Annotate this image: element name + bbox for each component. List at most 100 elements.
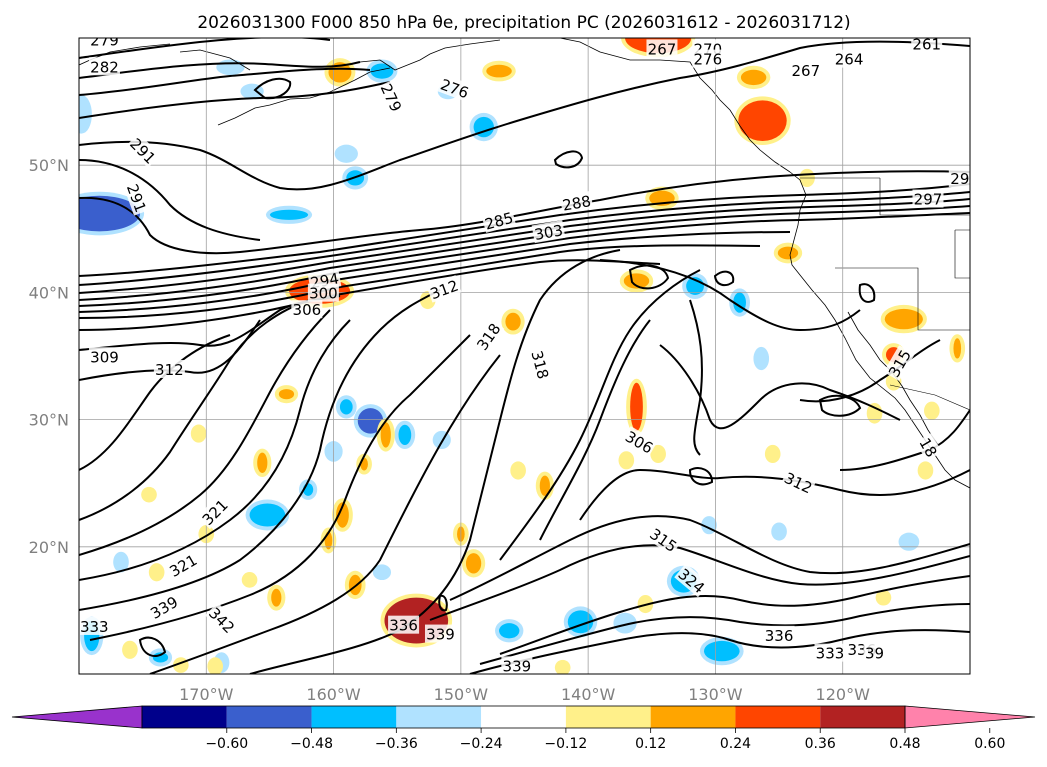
contour-line xyxy=(253,77,292,100)
contour-line xyxy=(429,544,970,621)
precip-cell xyxy=(79,195,141,232)
contour-label-mask xyxy=(883,345,915,382)
contour-line xyxy=(579,468,970,521)
precip-cell xyxy=(249,503,286,527)
contour-label: 333 xyxy=(79,616,110,636)
contour-label-mask xyxy=(471,318,505,355)
colorbar-segment xyxy=(820,706,905,728)
colorbar-segment xyxy=(396,706,482,728)
colorbar-tick-label: 0.48 xyxy=(889,736,920,752)
lon-tick-label: 120°W xyxy=(816,685,871,704)
lat-tick-label: 30°N xyxy=(29,411,69,430)
contour-label: 267 xyxy=(790,61,822,80)
contour-label: 336 xyxy=(388,615,420,635)
contour-label-mask xyxy=(437,74,473,102)
colorbar-tick-label: 0.12 xyxy=(635,736,666,752)
contour-line xyxy=(628,264,670,290)
contour-label-mask xyxy=(88,347,120,366)
contour-label-mask xyxy=(164,549,201,581)
contour-label-mask xyxy=(501,656,533,674)
precip-cell xyxy=(921,465,930,476)
contour-label-mask xyxy=(780,467,817,498)
contour-line xyxy=(249,249,621,674)
contour-label-text: 297 xyxy=(914,191,943,209)
contour-label-mask xyxy=(814,643,846,662)
precip-cell xyxy=(738,100,787,142)
contour-line xyxy=(79,244,761,319)
contour-label: 264 xyxy=(833,49,865,69)
contour-label-mask xyxy=(79,616,110,635)
contour-label: 276 xyxy=(692,49,724,69)
colorbar-segment xyxy=(226,706,312,728)
contour-label-mask xyxy=(291,300,323,319)
contour-label-mask xyxy=(88,38,120,49)
contour-line xyxy=(469,629,970,674)
contour-label: 339 xyxy=(424,624,456,644)
contour-label-mask xyxy=(915,433,943,462)
contour-line xyxy=(138,636,167,657)
contour-line xyxy=(79,170,970,255)
contour-line xyxy=(438,594,448,612)
colorbar-tick-label: −0.12 xyxy=(544,736,587,752)
contour-label: 303 xyxy=(531,220,566,244)
contour-line xyxy=(539,319,651,541)
lat-tick-label: 20°N xyxy=(29,538,69,557)
precip-cell xyxy=(338,148,354,159)
contour-label-mask xyxy=(204,602,240,638)
colorbar-segment xyxy=(481,706,566,728)
contour-label-mask xyxy=(531,220,566,244)
colorbar-segment xyxy=(735,706,821,728)
contour-label: 312 xyxy=(153,359,185,379)
precip-cell xyxy=(879,593,888,602)
precip-cell xyxy=(357,408,384,434)
colorbar-tick-label: 0.60 xyxy=(974,736,1005,752)
contour-line xyxy=(689,299,703,456)
contour-label: 39 xyxy=(863,643,886,663)
contour-line xyxy=(89,334,471,641)
colorbar-tick-label: 0.36 xyxy=(805,736,836,752)
contour-line xyxy=(149,354,501,674)
precip-cell xyxy=(539,475,550,496)
precip-cell xyxy=(775,526,783,537)
contour-label-mask xyxy=(307,283,339,302)
precip-cell xyxy=(380,422,391,448)
contour-line xyxy=(553,150,584,169)
state-borders xyxy=(800,177,970,411)
precip-cell xyxy=(740,69,767,86)
contour-label-mask xyxy=(426,275,462,303)
contour-label-text: 39 xyxy=(865,645,884,663)
contour-line xyxy=(79,67,371,96)
contour-label: 297 xyxy=(912,189,944,209)
contour-label-mask xyxy=(153,359,185,378)
contour-line xyxy=(79,38,331,59)
precip-cell xyxy=(245,576,254,584)
contour-line xyxy=(79,334,231,471)
contour-label: 306 xyxy=(291,300,323,319)
grid-lines xyxy=(79,38,970,674)
colorbar-extend-high xyxy=(904,705,1036,729)
precip-cell xyxy=(703,640,740,662)
contour-line xyxy=(449,515,970,601)
contour-label: 279 xyxy=(88,38,120,50)
contour-line xyxy=(79,309,331,556)
precip-cell xyxy=(126,644,134,655)
contour-line xyxy=(499,269,701,561)
contour-label-text: 306 xyxy=(293,301,322,319)
contour-label-text: 303 xyxy=(533,221,564,244)
lon-tick-label: 130°W xyxy=(688,685,743,704)
lat-tick-label: 50°N xyxy=(29,156,69,175)
precip-cell xyxy=(927,405,936,416)
colorbar-tick-label: −0.24 xyxy=(460,736,503,752)
alaska-coastline xyxy=(359,38,791,173)
precip-cell xyxy=(654,448,662,460)
map-background xyxy=(79,38,970,674)
contour-label-mask xyxy=(911,38,943,53)
contour-line xyxy=(79,183,970,277)
colorbar-segment xyxy=(142,706,227,728)
contour-label: 29 xyxy=(948,169,970,188)
precip-cell xyxy=(376,568,388,577)
precip-cell xyxy=(623,273,650,289)
contour-label-mask xyxy=(424,624,456,643)
contour-line xyxy=(79,159,261,241)
lon-tick-label: 140°W xyxy=(561,685,616,704)
